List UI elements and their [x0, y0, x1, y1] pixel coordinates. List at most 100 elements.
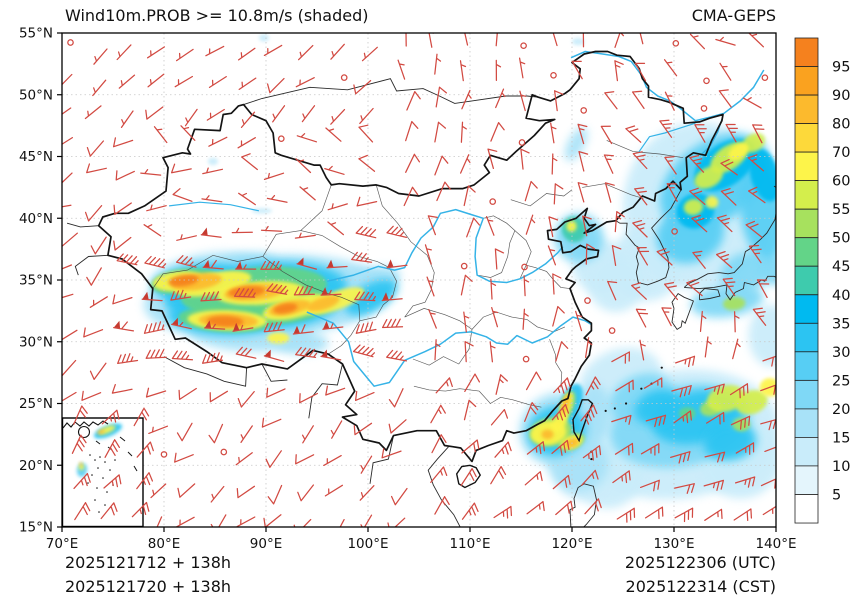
wind-barb	[240, 111, 256, 129]
x-tick-label: 140°E	[755, 536, 796, 552]
wind-barb	[86, 267, 102, 286]
inset-dash	[95, 440, 101, 445]
wind-barb	[735, 442, 755, 455]
wind-barb	[117, 353, 139, 365]
wind-barb	[115, 170, 135, 181]
wind-barb	[62, 172, 73, 184]
wind-barb	[553, 90, 564, 112]
wind-barb	[716, 214, 733, 233]
wind-barb	[611, 414, 632, 425]
wind-barb	[632, 219, 648, 238]
wind-barb	[208, 75, 227, 89]
colorbar-tick-label: 95	[832, 60, 850, 76]
wind-barb	[671, 385, 692, 398]
province-boundary	[404, 308, 473, 330]
wind-barb	[330, 43, 345, 60]
wind-barb	[715, 36, 736, 46]
wind-barb	[704, 336, 712, 358]
wind-barb	[674, 507, 694, 523]
wind-barb	[632, 151, 648, 170]
colorbar-tick-label: 55	[832, 202, 850, 218]
prob-blob	[758, 255, 776, 285]
prob-blob	[564, 127, 588, 161]
inset-island-dot	[102, 477, 104, 479]
wind-barb	[405, 33, 407, 47]
wind-barb	[353, 79, 372, 95]
model-label: CMA-GEPS	[691, 6, 776, 25]
wind-barb	[689, 187, 706, 205]
colorbar-segment	[794, 294, 819, 324]
calm-circle	[608, 327, 616, 334]
wind-barb	[90, 236, 107, 255]
river	[327, 208, 564, 284]
wind-barb	[464, 373, 481, 393]
wind-barb	[614, 442, 634, 456]
wind-barb	[719, 62, 732, 81]
wind-barb	[62, 359, 77, 377]
wind-barb	[725, 123, 738, 143]
wind-barb	[490, 121, 505, 142]
wind-barb	[263, 321, 285, 333]
wind-barb	[171, 350, 194, 361]
wind-barb	[460, 274, 473, 296]
wind-barb	[459, 154, 471, 174]
valid-time-cst: 2025122314 (CST)	[625, 577, 776, 596]
wind-barb	[62, 204, 72, 208]
prob-blob	[703, 423, 757, 461]
prob-blob	[168, 274, 199, 287]
wind-barb	[745, 220, 763, 238]
wind-barb	[580, 404, 598, 425]
calm-circle	[518, 139, 526, 146]
wind-barb-layer	[62, 33, 776, 527]
wind-barb	[635, 308, 649, 328]
wind-barb	[575, 310, 583, 332]
wind-barb	[670, 451, 691, 464]
province-boundary	[471, 311, 566, 333]
inset-island-dot	[99, 456, 101, 458]
prob-blob	[207, 157, 219, 166]
wind-barb	[430, 404, 446, 424]
wind-barb	[261, 417, 282, 428]
geography-layer	[66, 50, 776, 527]
wind-barb	[296, 133, 318, 143]
wind-barb	[386, 225, 408, 239]
wind-barb	[661, 307, 672, 327]
wind-barb	[266, 283, 289, 295]
honshu-outline	[683, 211, 776, 301]
colorbar-segment	[794, 151, 819, 182]
wind-barb	[742, 97, 762, 109]
colorbar-tick-label: 35	[832, 316, 850, 332]
prob-blob	[723, 296, 746, 311]
wind-barb	[325, 385, 346, 396]
wind-barb	[388, 419, 407, 434]
wind-barb	[463, 311, 470, 333]
kyushu-outline	[671, 292, 694, 331]
calm-circle	[761, 74, 769, 82]
island-dot	[613, 407, 616, 410]
wind-barb	[120, 110, 134, 129]
province-boundary	[477, 215, 516, 278]
wind-barb	[200, 227, 222, 238]
inset-hainan	[77, 425, 91, 439]
prob-blob	[551, 411, 568, 433]
wind-barb	[434, 121, 447, 143]
wind-barb	[524, 471, 543, 486]
colorbar-segment	[794, 180, 819, 210]
prob-blob	[273, 303, 298, 314]
china-boundary	[97, 50, 724, 463]
wind-barb	[760, 384, 776, 395]
wind-barb	[387, 517, 406, 527]
inset-island-dot	[97, 467, 99, 469]
wind-barb	[176, 422, 193, 442]
wind-barb	[644, 506, 664, 520]
wind-barb	[359, 107, 374, 125]
wind-barb	[734, 476, 756, 488]
wind-barb	[237, 47, 256, 61]
wind-barb	[631, 282, 647, 300]
island-dot	[660, 366, 663, 369]
colorbar-tick-label: 50	[832, 231, 850, 247]
wind-barb	[518, 57, 526, 79]
wind-barb	[113, 202, 132, 215]
wind-barb	[435, 377, 453, 394]
